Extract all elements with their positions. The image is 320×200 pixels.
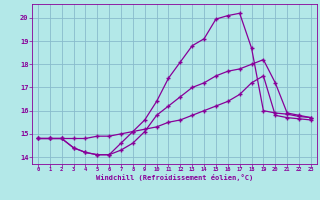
X-axis label: Windchill (Refroidissement éolien,°C): Windchill (Refroidissement éolien,°C) (96, 174, 253, 181)
